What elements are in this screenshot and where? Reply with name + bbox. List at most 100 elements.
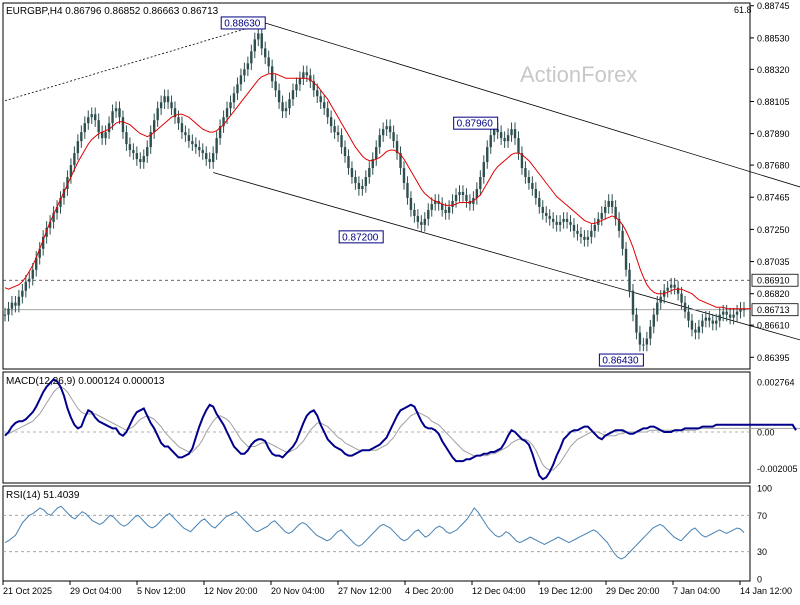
candle-body (38, 248, 41, 258)
candle-body (357, 183, 361, 189)
candle-body (513, 129, 517, 139)
candle-body (482, 162, 485, 178)
candle-body (229, 102, 232, 109)
macd-line (4, 378, 797, 481)
candle-body (378, 135, 381, 148)
price-axis-label: 0.87250 (757, 225, 790, 235)
candle-body (430, 203, 433, 210)
candle-body (458, 191, 461, 195)
candle-body (48, 221, 52, 228)
time-axis-label: 12 Nov 20:00 (204, 586, 258, 596)
candle-body (97, 120, 100, 133)
candle-body (524, 168, 527, 178)
candle-body (475, 188, 479, 198)
candle-body (69, 165, 73, 178)
candle-body (205, 153, 208, 160)
channel-upper-line (265, 22, 800, 188)
candle-body (649, 326, 652, 339)
candle-body (607, 200, 610, 207)
time-axis-label: 29 Oct 04:00 (70, 586, 122, 596)
time-axis-label: 4 Dec 20:00 (405, 586, 454, 596)
moving-average-line (4, 73, 751, 310)
candle-body (10, 302, 14, 309)
price-axis-label: 0.87890 (757, 129, 790, 139)
candle-body (531, 183, 534, 189)
candle-body (614, 206, 617, 219)
candle-body (125, 132, 128, 145)
candle-body (333, 126, 336, 133)
candle-body (31, 269, 34, 279)
candle-body (343, 147, 347, 157)
annotation-label: 0.86430 (602, 356, 639, 367)
price-level-label: 0.86713 (757, 305, 790, 315)
time-axis-label: 5 Nov 12:00 (137, 586, 186, 596)
candle-body (354, 177, 357, 184)
candle-body (163, 96, 166, 103)
time-axis-label: 27 Nov 12:00 (338, 586, 392, 596)
price-axis-label: 0.88320 (757, 65, 790, 75)
candle-body (728, 314, 732, 318)
candle-body (274, 81, 277, 91)
candle-body (90, 114, 93, 118)
candle-body (170, 102, 173, 109)
candle-body (118, 108, 121, 118)
candle-body (569, 221, 572, 225)
candle-body (534, 188, 538, 198)
candle-body (680, 293, 683, 303)
candle-body (17, 296, 21, 306)
watermark: ActionForex (520, 62, 637, 87)
candle-body (281, 102, 284, 112)
price-annotation: 0.88630 (220, 16, 266, 30)
candle-body (309, 75, 312, 82)
candle-body (496, 129, 499, 133)
candle-body (600, 212, 603, 219)
candle-body (617, 218, 621, 231)
candle-body (690, 320, 694, 330)
candle-body (503, 138, 506, 142)
annotation-box (598, 353, 644, 367)
price-level-box (751, 303, 799, 317)
candle-body (277, 90, 281, 103)
candle-body (298, 78, 302, 85)
candle-body (652, 314, 655, 327)
candle-body (156, 108, 159, 121)
candle-body (406, 183, 409, 198)
candle-body (194, 144, 198, 148)
candle-body (735, 311, 739, 315)
candle-body (604, 206, 607, 213)
candle-body (621, 230, 624, 249)
macd-axis-label: -0.002005 (757, 464, 798, 474)
candle-body (638, 332, 642, 345)
macd-axis-label: 0.002764 (757, 377, 795, 387)
candle-body (520, 153, 524, 169)
price-annotation: 0.87200 (338, 230, 384, 244)
candle-body (114, 108, 118, 112)
candle-body (489, 135, 492, 148)
candle-body (347, 156, 350, 169)
candle-body (322, 102, 326, 109)
candle-body (444, 209, 447, 213)
candle-body (76, 141, 80, 154)
price-level-label: 0.86910 (757, 276, 790, 286)
candle-body (350, 168, 354, 178)
macd-title: MACD(12,26,9) 0.000124 0.000013 (6, 376, 165, 387)
candle-body (149, 132, 152, 148)
candle-body (319, 96, 322, 103)
candle-body (180, 123, 184, 133)
time-axis-label: 29 Dec 20:00 (606, 586, 660, 596)
price-axis-label: 0.87465 (757, 193, 790, 203)
time-axis-label: 12 Dec 04:00 (472, 586, 526, 596)
candle-body (364, 177, 368, 186)
candle-body (427, 209, 430, 219)
candle-body (708, 317, 711, 321)
candle-body (35, 257, 38, 270)
candle-body (246, 63, 250, 70)
candle-body (236, 84, 239, 94)
candle-body (742, 308, 746, 311)
rsi-line (4, 505, 745, 560)
candle-body (100, 132, 104, 139)
candle-body (128, 144, 132, 151)
candle-body (479, 177, 482, 189)
candle-body (631, 290, 635, 315)
